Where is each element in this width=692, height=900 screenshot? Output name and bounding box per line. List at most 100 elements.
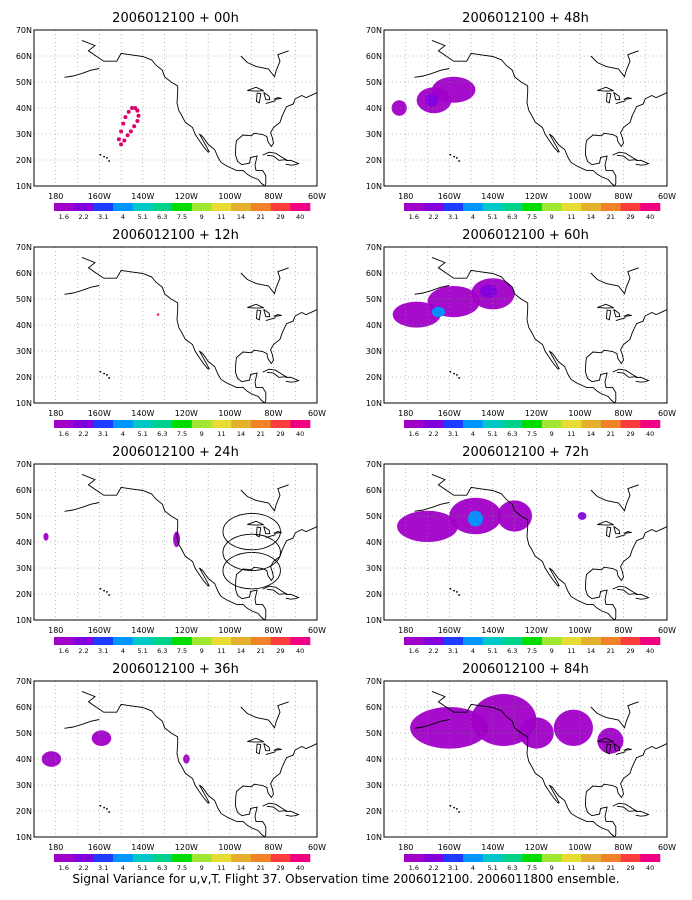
colorbar-label: 3.1 — [448, 647, 458, 655]
coastline — [240, 50, 289, 78]
colorbar-label: 21 — [257, 430, 265, 438]
lake-outline — [606, 743, 612, 755]
coastline — [635, 376, 650, 383]
colorbar-label: 40 — [646, 864, 654, 872]
colorbar-label: 7.5 — [527, 213, 537, 221]
island — [456, 591, 458, 593]
island — [449, 587, 452, 590]
colorbar-swatch — [191, 854, 212, 862]
latitude-tick-label: 50N — [366, 512, 382, 521]
colorbar-label: 21 — [257, 864, 265, 872]
colorbar-label: 5.1 — [487, 213, 497, 221]
island — [99, 804, 102, 807]
longitude-tick-label: 60W — [308, 626, 326, 635]
coastline — [590, 50, 639, 78]
colorbar-swatch — [231, 203, 252, 211]
island — [456, 808, 458, 810]
island — [458, 160, 461, 162]
island — [453, 155, 455, 158]
colorbar-swatch — [502, 854, 523, 862]
colorbar-label: 2.2 — [78, 213, 88, 221]
observation-point — [156, 313, 160, 316]
coastline — [431, 690, 616, 837]
colorbar-swatch — [600, 854, 621, 862]
panel-title: 2006012100 + 48h — [462, 11, 589, 26]
colorbar-swatch — [93, 854, 114, 862]
map-panel: 2006012100 + 48h 70N 60N 50N 40N 30N 20N 10N 180… — [366, 11, 676, 221]
lake-outline — [606, 526, 612, 538]
lake-outline — [623, 314, 632, 317]
signal-region — [577, 512, 587, 520]
colorbar-label: 29 — [276, 213, 284, 221]
latitude-tick-label: 40N — [366, 321, 382, 330]
colorbar-label: 6.3 — [157, 213, 167, 221]
colorbar-swatch — [93, 637, 114, 645]
lake-outline — [265, 534, 276, 539]
colorbar-label: 2.2 — [428, 213, 438, 221]
longitude-tick-label: 80W — [614, 626, 632, 635]
latitude-tick-label: 10N — [366, 616, 382, 625]
latitude-tick-label: 50N — [16, 78, 32, 87]
colorbar-swatch — [561, 420, 582, 428]
latitude-tick-label: 10N — [16, 833, 32, 842]
lake-outline — [265, 100, 276, 105]
colorbar-label: 14 — [587, 213, 595, 221]
latitude-tick-label: 40N — [16, 755, 32, 764]
longitude-tick-label: 100W — [568, 192, 591, 201]
latitude-tick-label: 30N — [366, 130, 382, 139]
colorbar-swatch — [423, 203, 444, 211]
colorbar-label: 21 — [257, 213, 265, 221]
coastline — [414, 502, 450, 512]
signal-region — [392, 301, 441, 328]
longitude-tick-label: 100W — [218, 843, 241, 852]
latitude-tick-label: 70N — [366, 677, 382, 686]
island — [108, 594, 111, 596]
map-panel: 2006012100 + 84h 70N 60N 50N 40N 30N 20N 10N 180… — [366, 662, 676, 872]
colorbar-label: 40 — [646, 647, 654, 655]
colorbar-swatch — [463, 637, 484, 645]
longitude-tick-label: 160W — [438, 192, 461, 201]
map-content — [384, 681, 667, 837]
colorbar-swatch — [270, 420, 291, 428]
island — [103, 155, 105, 158]
colorbar-label: 3.1 — [448, 430, 458, 438]
coastline — [285, 810, 300, 817]
signal-region — [391, 100, 407, 116]
longitude-tick-label: 160W — [438, 409, 461, 418]
colorbar-swatch — [132, 420, 153, 428]
longitude-tick-label: 140W — [481, 409, 504, 418]
lake-outline — [606, 309, 612, 321]
coastline — [635, 593, 650, 600]
colorbar-swatch — [561, 637, 582, 645]
colorbar-label: 14 — [587, 864, 595, 872]
lake-outline — [613, 526, 621, 535]
colorbar-label: 11 — [567, 864, 575, 872]
colorbar-swatch — [640, 420, 661, 428]
latitude-tick-label: 70N — [16, 460, 32, 469]
lake-outline — [606, 92, 612, 104]
latitude-tick-label: 30N — [366, 347, 382, 356]
coastline — [584, 526, 667, 620]
colorbar-swatch — [211, 203, 232, 211]
longitude-tick-label: 80W — [614, 843, 632, 852]
longitude-tick-label: 180 — [398, 626, 413, 635]
colorbar-swatch — [211, 854, 232, 862]
longitude-tick-label: 120W — [175, 192, 198, 201]
latitude-tick-label: 20N — [16, 590, 32, 599]
island — [453, 589, 455, 592]
island — [449, 153, 452, 156]
colorbar-label: 7.5 — [177, 647, 187, 655]
colorbar-label: 29 — [276, 864, 284, 872]
colorbar-label: 14 — [237, 430, 245, 438]
lake-outline — [273, 531, 282, 534]
map-frame — [33, 246, 318, 404]
colorbar-swatch — [231, 637, 252, 645]
map-panel: 2006012100 + 12h 70N 60N 50N 40N 30N 20N 10N 180… — [16, 228, 326, 438]
coastline — [635, 159, 650, 166]
island — [456, 157, 458, 159]
longitude-tick-label: 100W — [218, 192, 241, 201]
longitude-tick-label: 140W — [131, 192, 154, 201]
colorbar-swatch — [93, 420, 114, 428]
colorbar-label: 11 — [217, 864, 225, 872]
longitude-tick-label: 140W — [481, 192, 504, 201]
